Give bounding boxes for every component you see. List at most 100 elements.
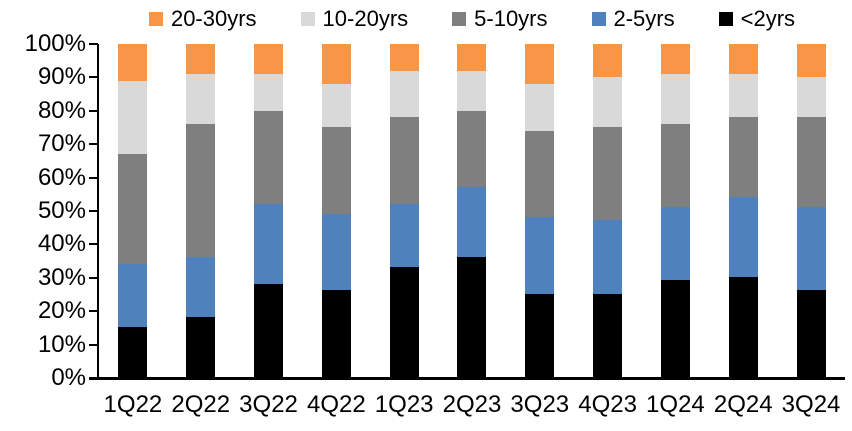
bar-segment-20-30yrs-1q23	[389, 44, 419, 71]
bar-segment-5-10yrs-1q24	[660, 123, 690, 208]
bar-segment-5-10yrs-2q22	[186, 123, 216, 258]
bar-segment-2-5yrs-3q23	[525, 217, 555, 294]
y-axis-tick	[89, 43, 98, 45]
bar-segment-10-20yrs-1q23	[389, 70, 419, 118]
x-axis-label-1q24: 1Q24	[646, 391, 705, 418]
bar-2q23	[457, 44, 487, 377]
y-axis-tick	[89, 343, 98, 346]
y-axis-tick-label: 20%	[37, 297, 86, 325]
bar-4q22	[321, 44, 351, 377]
legend-item-10-20yrs: 10-20yrs	[300, 6, 409, 31]
bar-segment-2yrs-2q22	[186, 317, 216, 377]
bar-1q24	[660, 44, 690, 377]
bar-segment-10-20yrs-2q22	[186, 73, 216, 124]
legend-item-2yrs: <2yrs	[718, 6, 796, 31]
y-axis-tick-label: 40%	[37, 230, 86, 258]
x-axis-label-3q22: 3Q22	[239, 391, 298, 418]
x-axis-label-4q22: 4Q22	[306, 391, 366, 418]
bar-segment-5-10yrs-4q22	[321, 127, 351, 214]
bar-segment-10-20yrs-4q22	[321, 83, 351, 128]
bar-segment-10-20yrs-2q23	[457, 70, 487, 111]
bar-segment-2yrs-2q24	[728, 277, 758, 377]
y-axis-tick	[89, 243, 98, 246]
legend-swatch-5-10yrs	[452, 12, 467, 26]
bar-segment-2-5yrs-2q24	[728, 197, 758, 278]
x-axis-label-3q24: 3Q24	[781, 391, 841, 418]
bar-segment-10-20yrs-3q22	[254, 73, 284, 111]
bar-segment-2-5yrs-1q22	[118, 263, 148, 328]
legend-label: <2yrs	[740, 6, 796, 31]
bar-segment-2-5yrs-3q24	[796, 207, 826, 291]
bar-3q24	[796, 44, 826, 377]
bar-segment-10-20yrs-1q24	[660, 73, 690, 124]
y-axis-tick-label: 90%	[37, 63, 86, 91]
y-axis-tick-label: 30%	[37, 263, 86, 291]
legend-swatch-2yrs	[718, 12, 733, 26]
x-axis-label-1q22: 1Q22	[103, 391, 163, 418]
y-axis-tick-label: 80%	[37, 96, 86, 124]
bar-segment-5-10yrs-1q22	[118, 153, 148, 264]
bar-segment-10-20yrs-1q22	[118, 80, 148, 154]
bar-segment-2yrs-1q22	[118, 327, 148, 377]
bar-segment-2-5yrs-4q23	[593, 220, 623, 294]
bar-segment-5-10yrs-2q24	[728, 117, 758, 198]
legend-label: 10-20yrs	[322, 6, 409, 31]
x-axis-label-2q23: 2Q23	[442, 391, 502, 418]
bar-1q22	[118, 44, 148, 377]
x-axis-label-3q23: 3Q23	[510, 391, 570, 418]
bar-segment-2-5yrs-1q24	[660, 207, 690, 281]
y-axis-tick	[89, 310, 98, 313]
x-axis-label-1q23: 1Q23	[374, 391, 434, 418]
bar-segment-20-30yrs-2q22	[186, 44, 216, 74]
bar-segment-5-10yrs-3q22	[254, 110, 284, 204]
legend-label: 20-30yrs	[170, 6, 257, 31]
legend-swatch-10-20yrs	[300, 12, 315, 26]
bar-segment-5-10yrs-3q23	[525, 130, 555, 218]
bar-segment-20-30yrs-1q22	[118, 44, 148, 81]
bar-segment-5-10yrs-4q23	[593, 127, 623, 221]
y-axis-tick	[89, 210, 98, 212]
y-axis-line	[97, 44, 99, 378]
x-axis-label-2q24: 2Q24	[713, 391, 773, 418]
y-axis-tick-label: 100%	[24, 30, 86, 57]
y-axis-tick	[89, 176, 98, 179]
bar-segment-20-30yrs-2q24	[728, 44, 758, 74]
bar-segment-2yrs-2q23	[457, 257, 487, 377]
bar-segment-20-30yrs-2q23	[457, 44, 487, 71]
bar-segment-2-5yrs-2q22	[186, 257, 216, 318]
bar-segment-2yrs-3q23	[525, 293, 555, 377]
bar-segment-2yrs-4q23	[593, 293, 623, 377]
bar-3q23	[525, 44, 555, 377]
y-axis-tick-label: 50%	[37, 197, 86, 224]
y-axis-tick	[89, 143, 98, 146]
bar-segment-20-30yrs-3q23	[525, 44, 555, 84]
x-axis-line	[89, 377, 845, 380]
bar-segment-20-30yrs-3q24	[796, 44, 826, 78]
bar-segment-5-10yrs-3q24	[796, 117, 826, 208]
y-axis-tick-label: 0%	[51, 364, 86, 391]
bar-segment-2-5yrs-2q23	[457, 187, 487, 258]
bar-segment-2yrs-1q23	[389, 267, 419, 377]
legend-swatch-20-30yrs	[148, 12, 163, 26]
bar-segment-2-5yrs-4q22	[321, 213, 351, 291]
y-axis-tick	[89, 76, 98, 79]
bar-2q22	[186, 44, 216, 377]
legend-label: 5-10yrs	[474, 6, 548, 31]
bar-segment-2yrs-4q22	[321, 290, 351, 377]
x-axis-label-4q23: 4Q23	[578, 391, 637, 418]
x-axis-labels: 1Q22 2Q22 3Q22 4Q22 1Q23 2Q23 3Q23 4Q23 1Q24 2Q24…	[99, 390, 845, 420]
bar-segment-5-10yrs-2q23	[457, 110, 487, 188]
bar-segment-20-30yrs-3q22	[254, 44, 284, 74]
bar-segment-2-5yrs-1q23	[389, 203, 419, 268]
bar-segment-20-30yrs-4q23	[593, 44, 623, 78]
bar-segment-2yrs-3q24	[796, 290, 826, 377]
bar-1q23	[389, 44, 419, 377]
bar-segment-10-20yrs-2q24	[728, 73, 758, 118]
bar-4q23	[593, 44, 623, 377]
y-axis-tick	[89, 377, 98, 379]
bar-segment-20-30yrs-1q24	[660, 44, 690, 74]
bar-segment-10-20yrs-3q23	[525, 83, 555, 131]
legend-swatch-2-5yrs	[591, 12, 606, 26]
x-axis-label-2q22: 2Q22	[171, 391, 231, 418]
